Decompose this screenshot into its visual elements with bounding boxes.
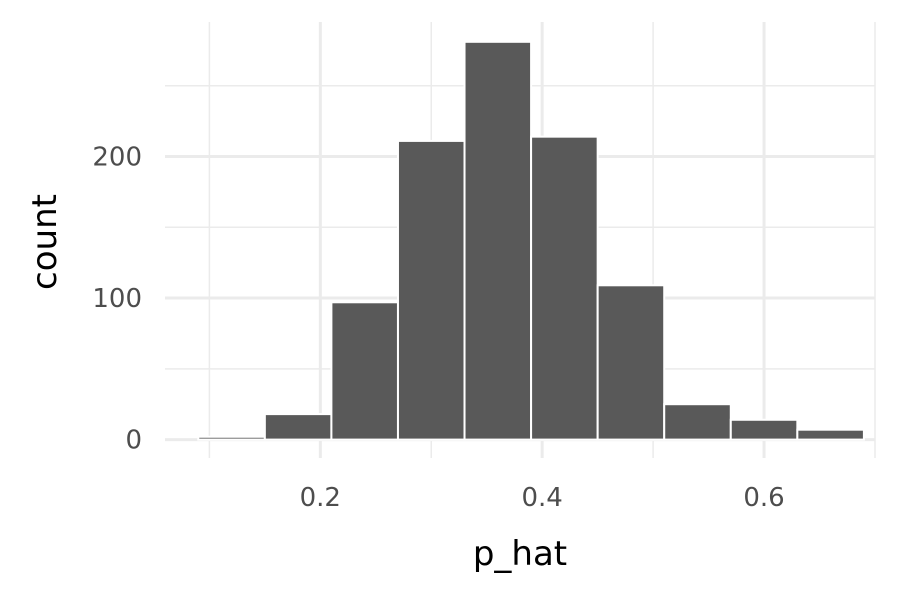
- y-axis-title: count: [25, 194, 65, 290]
- x-tick-label: 0.2: [300, 483, 341, 513]
- histogram-bar-9: [729, 418, 799, 441]
- histogram-bar-10: [796, 428, 865, 441]
- x-axis-tick-labels: 0.2 0.4 0.6: [300, 483, 785, 513]
- histogram-bar-4: [396, 139, 466, 441]
- histogram-bar-7: [596, 284, 666, 441]
- y-tick-label: 200: [92, 142, 142, 172]
- histogram-bars: [197, 40, 865, 441]
- histogram-bar-8: [663, 403, 732, 441]
- histogram-bar-5: [463, 40, 533, 441]
- x-axis-title: p_hat: [473, 534, 567, 574]
- histogram-bar-6: [530, 135, 599, 441]
- histogram-bar-2: [263, 413, 333, 441]
- histogram-bar-3: [330, 301, 399, 441]
- x-tick-label: 0.6: [743, 483, 784, 513]
- x-tick-label: 0.4: [522, 483, 563, 513]
- y-tick-label: 0: [125, 426, 142, 456]
- y-tick-label: 100: [92, 284, 142, 314]
- y-axis-tick-labels: 0 100 200: [92, 142, 142, 455]
- histogram-bar-1: [197, 435, 266, 441]
